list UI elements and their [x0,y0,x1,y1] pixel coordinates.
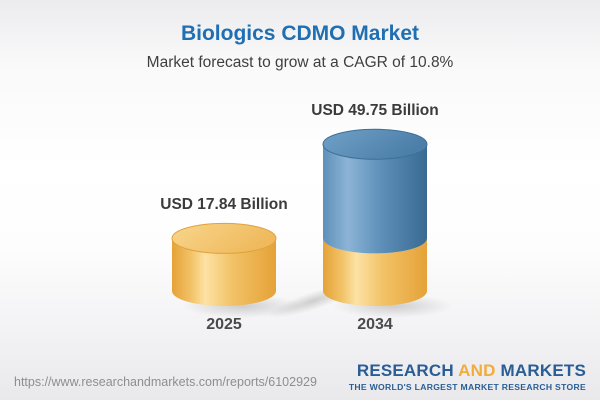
logo-wordmark: RESEARCH AND MARKETS [349,360,586,381]
logo-word-and: AND [458,360,496,380]
cylinder-2034 [322,128,428,306]
page-subtitle: Market forecast to grow at a CAGR of 10.… [146,54,454,71]
bar-value-label: USD 49.75 Billion [311,102,439,120]
page-title: Biologics CDMO Market [180,22,420,45]
report-url: https://www.researchandmarkets.com/repor… [14,375,317,389]
bar-year-label: 2034 [357,316,393,333]
bar-year-label: 2025 [206,316,242,333]
logo-tagline: THE WORLD'S LARGEST MARKET RESEARCH STOR… [348,381,586,392]
cylinder-2025 [171,222,277,306]
chart-header: Biologics CDMO Market Market forecast to… [0,0,600,72]
logo-word-markets: MARKETS [500,360,586,380]
research-and-markets-logo: RESEARCH AND MARKETS THE WORLD'S LARGEST… [348,360,586,392]
bar-value-label: USD 17.84 Billion [160,196,288,214]
logo-word-research: RESEARCH [356,360,454,380]
